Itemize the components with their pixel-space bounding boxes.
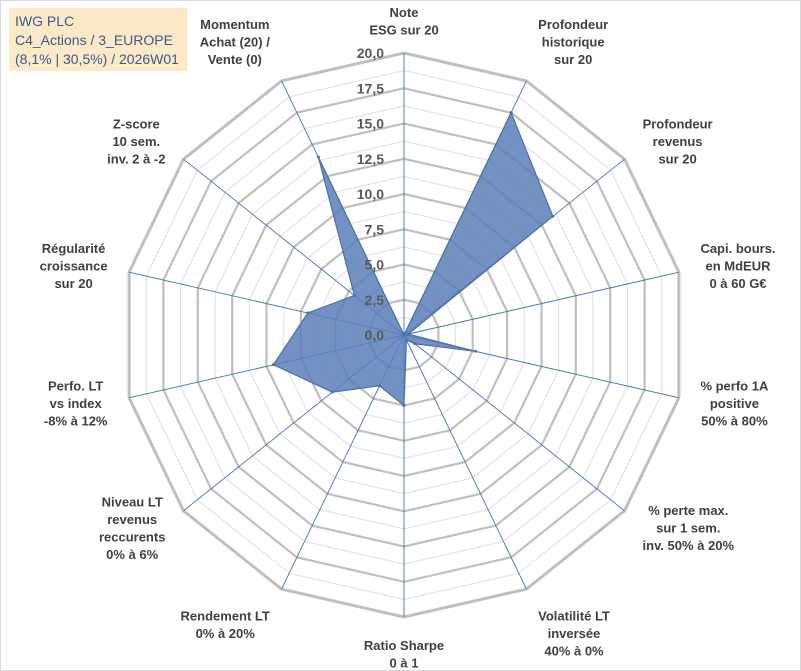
stock-name: IWG PLC xyxy=(15,13,75,29)
axis-label: 0 à 60 G€ xyxy=(709,276,766,291)
data-point xyxy=(316,155,320,159)
data-point xyxy=(509,111,513,115)
data-point xyxy=(551,214,555,218)
data-point xyxy=(406,332,410,336)
data-point xyxy=(404,338,408,342)
data-point xyxy=(402,404,406,407)
axis-label: sur 20 xyxy=(54,276,92,291)
data-point xyxy=(402,333,406,337)
tick-label: 15,0 xyxy=(357,116,384,132)
axis-label: 10 sem. xyxy=(112,134,160,149)
axis-label: 0% à 20% xyxy=(196,626,256,641)
tick-label: 7,5 xyxy=(365,221,385,237)
radar-tick-labels: 0,0 2,5 5,0 7,5 10,0 12,5 15,0 17,5 20,0 xyxy=(357,45,384,343)
axis-label: inversée xyxy=(548,626,601,641)
series-area xyxy=(272,111,554,407)
axis-label: Ratio Sharpe xyxy=(364,638,444,653)
data-point xyxy=(474,349,477,353)
axis-label: reccurents xyxy=(99,529,165,544)
axis-label: Perfo. LT xyxy=(48,379,103,394)
tick-label: 17,5 xyxy=(357,80,384,96)
tick-label: 12,5 xyxy=(357,151,384,167)
tick-label: 5,0 xyxy=(365,257,385,273)
axis-label: inv. 2 à -2 xyxy=(107,152,165,167)
axis-spoke xyxy=(403,271,680,336)
axis-label: revenus xyxy=(653,134,703,149)
axis-label: 0% à 6% xyxy=(106,547,158,562)
axis-label: Régularité xyxy=(42,241,106,256)
axis-label: revenus xyxy=(107,512,157,527)
title-box: IWG PLC C4_Actions / 3_EUROPE (8,1% | 30… xyxy=(9,8,187,71)
axis-label: Volatilité LT xyxy=(538,608,610,623)
category-path: C4_Actions / 3_EUROPE xyxy=(15,32,173,48)
axis-spoke xyxy=(403,334,527,590)
axis-label: Momentum xyxy=(200,17,269,32)
data-point xyxy=(271,363,275,367)
data-point xyxy=(352,293,356,297)
axis-label: Capi. bours. xyxy=(700,241,775,256)
tick-label: 20,0 xyxy=(357,45,384,61)
axis-spoke xyxy=(403,334,625,512)
axis-label: inv. 50% à 20% xyxy=(643,538,735,553)
axis-label: sur 20 xyxy=(658,152,696,167)
radar-axis-labels: Note ESG sur 20 Profondeur historique sur 20… xyxy=(40,5,776,671)
axis-label: 40% à 0% xyxy=(544,643,604,658)
axis-label: Rendement LT xyxy=(181,608,270,623)
axis-label: croissance xyxy=(40,258,108,273)
data-point xyxy=(330,390,334,394)
radar-series xyxy=(271,111,555,407)
axis-label: ESG sur 20 xyxy=(369,23,438,38)
axis-label: Achat (20) / xyxy=(200,35,270,50)
tick-label: 0,0 xyxy=(365,327,385,343)
axis-label: Niveau LT xyxy=(102,494,163,509)
axis-label: sur 1 sem. xyxy=(656,521,720,536)
data-point xyxy=(306,311,310,315)
axis-label: % perte max. xyxy=(648,503,728,518)
axis-label: en MdEUR xyxy=(706,258,772,273)
data-point xyxy=(378,384,381,388)
axis-label: sur 20 xyxy=(554,52,592,67)
axis-label: Vente (0) xyxy=(208,52,262,67)
axis-label: historique xyxy=(542,35,605,50)
axis-label: % perfo 1A xyxy=(700,379,769,394)
data-point xyxy=(413,342,417,346)
axis-label: Profondeur xyxy=(643,117,713,132)
tick-label: 10,0 xyxy=(357,186,384,202)
axis-label: 0 à 1 xyxy=(390,656,419,671)
axis-label: Note xyxy=(390,5,419,20)
axis-label: 50% à 80% xyxy=(701,414,768,429)
stats-week: (8,1% | 30,5%) / 2026W01 xyxy=(15,51,179,67)
axis-label: Z-score xyxy=(113,117,160,132)
axis-label: vs index xyxy=(50,396,103,411)
axis-label: Profondeur xyxy=(538,17,608,32)
axis-label: positive xyxy=(710,396,759,411)
tick-label: 2,5 xyxy=(365,292,385,308)
axis-label: -8% à 12% xyxy=(44,414,108,429)
